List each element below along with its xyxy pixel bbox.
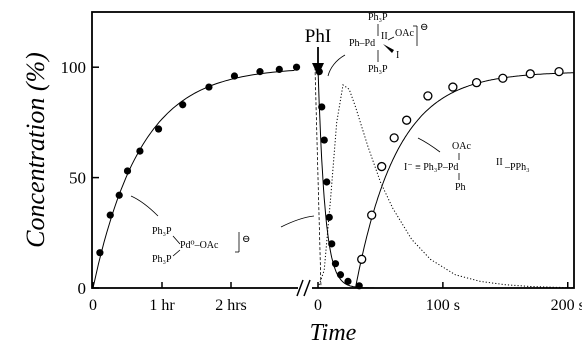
pdii-formation-point [377,161,387,172]
y-tick-label: 50 [69,169,86,188]
pdii-formation-point [357,254,367,264]
annotation-leaders [130,54,441,228]
pd0-formation-point [230,72,239,80]
pdii-formation-point [402,115,412,125]
anionic-intermediate-dotted-curve [317,84,575,289]
pdii-anion-structure-label: Ph₃P Ph–Pd II OAc I Ph₃P ⊖ [349,12,428,75]
pd0-formation-fit-curve [92,69,295,289]
pdii-neutral-structure-label: OAc I⁻ ≡ Ph₃P–Pd II –PPh₃ Ph [404,141,530,193]
x-axis-label: Time [310,320,357,346]
svg-text:Ph₃P: Ph₃P [368,64,388,75]
svg-text:Ph₃P: Ph₃P [152,254,172,265]
pd0-decay-point [328,240,336,248]
svg-text:Ph–Pd: Ph–Pd [349,38,375,49]
pd0-decay-point [336,271,345,279]
pd0-decay-point [355,282,363,290]
pd0-decay-point [325,213,333,221]
svg-text:⊖: ⊖ [420,22,428,33]
pd0-decay-point [318,103,326,111]
axis-break [296,279,312,297]
x-tick-label: 1 hr [149,297,175,314]
pdii-formation-point [367,210,377,220]
svg-text:OAc: OAc [452,141,471,152]
pd0-decay-point [344,277,352,285]
svg-text:–PPh₃: –PPh₃ [504,162,530,173]
pdii-formation-point [498,73,508,83]
x-tick-label: 100 s [426,297,460,314]
svg-text:II: II [496,157,503,168]
y-axis: 0 50 100 [61,58,99,298]
pd0-formation-point [292,63,301,71]
y-axis-label: Concentration (%) [21,52,50,248]
pd0-decay-fit-curve [317,67,375,289]
pd0-formation-point [106,211,114,219]
pd0-formation-point [123,167,132,175]
pdii-formation-point [554,66,564,77]
pdii-formation-point [448,82,458,92]
svg-text:Ph: Ph [455,182,466,193]
y-tick-label: 100 [61,58,87,77]
pd0-formation-point [205,83,213,91]
pd0-structure-label: Ph₃P Pd⁰–OAc Ph₃P ⊖ [152,226,250,265]
pd0-decay-point [323,178,331,186]
svg-text:II: II [381,31,388,42]
phi-addition-dashed-line [314,67,322,289]
y-tick-label: 0 [78,279,87,298]
x-tick-label: 0 [314,297,322,314]
pdii-formation-point [389,133,399,143]
pd0-formation-point [179,101,187,109]
svg-text:Ph₃P: Ph₃P [152,226,172,237]
x-axis: 0 1 hr 2 hrs 0 100 s 200 s [89,282,582,314]
svg-text:I: I [396,50,399,61]
svg-text:Pd⁰–OAc: Pd⁰–OAc [180,240,219,251]
x-tick-label: 200 s [551,297,582,314]
pd0-formation-point [96,249,104,257]
svg-text:Ph₃P: Ph₃P [368,12,388,23]
plot-frame [91,11,575,289]
x-tick-label: 2 hrs [215,297,247,314]
pdii-formation-point [423,91,433,101]
pd0-formation-point [136,147,144,155]
phi-addition-marker: PhI [305,26,331,76]
pd0-formation-point [275,65,283,74]
pd0-decay-point [320,136,328,144]
pd0-formation-point [115,191,123,199]
x-tick-label: 0 [89,297,97,314]
svg-text:OAc: OAc [395,28,414,39]
pdii-formation-point [525,69,535,79]
svg-text:⊖: ⊖ [242,234,250,245]
pd0-formation-point [154,125,163,133]
pd0-decay-point [331,260,340,268]
svg-text:I⁻ ≡ Ph₃P–Pd: I⁻ ≡ Ph₃P–Pd [404,162,458,173]
pd0-formation-point [256,68,264,76]
pdii-formation-point [471,78,482,88]
phi-label: PhI [305,26,331,47]
pdii-formation-fit-curve [350,72,574,289]
data-points [96,63,564,290]
